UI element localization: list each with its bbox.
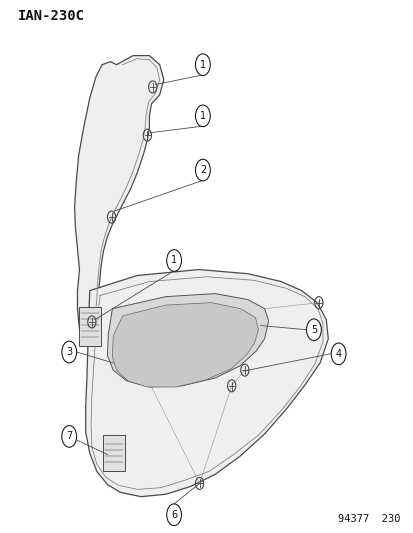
Text: 1: 1 — [171, 255, 177, 265]
Circle shape — [166, 504, 181, 526]
Text: 6: 6 — [171, 510, 177, 520]
Polygon shape — [74, 55, 164, 336]
Circle shape — [62, 341, 76, 363]
Circle shape — [330, 343, 345, 365]
Circle shape — [62, 425, 76, 447]
Text: 7: 7 — [66, 431, 72, 441]
Text: 4: 4 — [335, 349, 341, 359]
Text: 5: 5 — [310, 325, 316, 335]
Polygon shape — [85, 270, 328, 497]
Circle shape — [195, 105, 210, 127]
Text: 2: 2 — [199, 165, 206, 175]
Polygon shape — [107, 294, 268, 387]
Circle shape — [195, 159, 210, 181]
Text: 94377  230: 94377 230 — [337, 514, 399, 523]
Polygon shape — [112, 303, 258, 387]
Bar — [103, 435, 124, 471]
Text: 1: 1 — [199, 60, 205, 70]
Bar — [78, 307, 101, 346]
Circle shape — [195, 54, 210, 76]
Circle shape — [306, 319, 320, 341]
Text: IAN-230C: IAN-230C — [18, 10, 85, 23]
Circle shape — [166, 249, 181, 271]
Text: 1: 1 — [199, 111, 205, 121]
Text: 3: 3 — [66, 347, 72, 357]
